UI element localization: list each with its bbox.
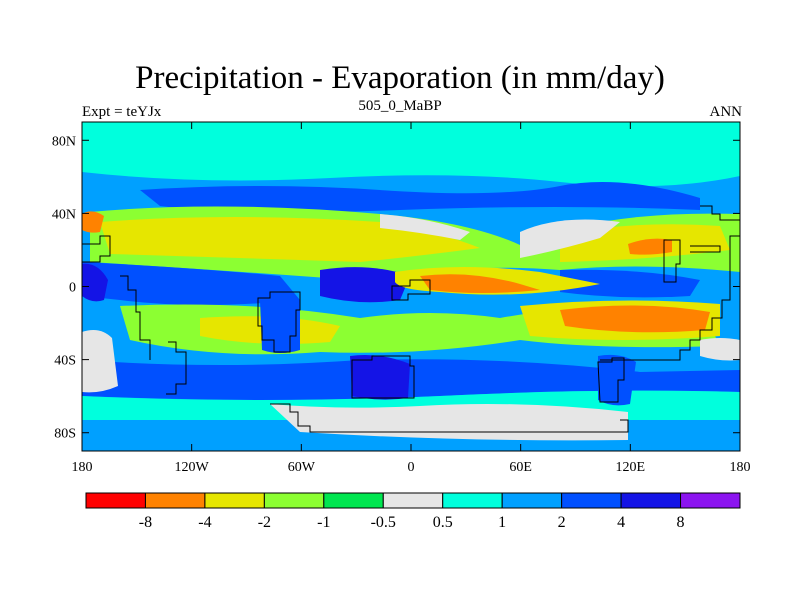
colorbar-swatch xyxy=(442,492,503,509)
colorbar-swatch xyxy=(620,492,682,509)
colorbar-label: 2 xyxy=(558,514,566,531)
colorbar-label: -1 xyxy=(317,514,330,531)
x-tick-label: 0 xyxy=(408,460,415,475)
indian-blue xyxy=(598,354,636,406)
x-tick-label: 60E xyxy=(509,460,532,475)
y-tick-label: 0 xyxy=(69,281,76,296)
colorbar-swatch xyxy=(680,492,741,509)
coast-antarctic xyxy=(270,403,629,433)
y-tick-label: 40S xyxy=(54,354,76,369)
north-midlat-cyan xyxy=(82,168,740,187)
colorbar-swatch xyxy=(85,492,146,509)
colorbar-swatch xyxy=(382,492,444,509)
colorbar-label: -0.5 xyxy=(371,514,396,531)
equator-wet-central xyxy=(320,267,410,303)
coast-east-island xyxy=(663,239,681,283)
north-land-gray-2 xyxy=(380,214,470,240)
x-tick-label: 180 xyxy=(730,460,751,475)
south-dry-orange-east xyxy=(560,305,710,333)
coast-equator-land xyxy=(391,279,431,301)
coast-east-right xyxy=(690,245,721,253)
coast-east-landmass xyxy=(600,235,740,361)
colorbar-swatch xyxy=(144,492,206,509)
season-label: ANN xyxy=(709,104,743,120)
equator-dry-orange xyxy=(420,274,540,293)
coast-south-america xyxy=(166,341,187,395)
field-layer xyxy=(82,122,740,451)
coastlines xyxy=(82,205,740,433)
equator-wet-far-west xyxy=(82,263,108,302)
coast-northeast xyxy=(700,205,740,221)
west-land-gray xyxy=(82,330,118,393)
north-storm-track xyxy=(140,182,700,213)
coast-west-pacific xyxy=(120,275,151,360)
south-storm-track xyxy=(82,359,740,400)
colorbar-label: -8 xyxy=(139,514,152,531)
y-tick-label: 40N xyxy=(52,207,76,222)
equator-wet-east xyxy=(560,269,700,298)
antarctica-gray xyxy=(270,404,628,441)
colorbar-swatch xyxy=(204,492,265,509)
arctic-band xyxy=(82,122,740,172)
colorbar-swatch xyxy=(263,492,325,509)
y-tick-label: 80S xyxy=(54,427,76,442)
coast-west-landmass xyxy=(82,235,111,263)
colorbar: -8 -4 -2 -1 -0.5 0.5 1 2 4 8 xyxy=(85,492,741,531)
coast-south-block xyxy=(351,355,415,399)
asia-dry-orange xyxy=(628,238,672,255)
west-orange xyxy=(82,211,104,233)
time-label: 505_0_MaBP xyxy=(358,98,442,114)
colorbar-label: -2 xyxy=(258,514,271,531)
colorbar-label: -4 xyxy=(198,514,211,531)
colorbar-swatch xyxy=(323,492,384,509)
plot-title: Precipitation - Evaporation (in mm/day) xyxy=(135,60,665,96)
colorbar-swatch xyxy=(561,492,622,509)
colorbar-label: 8 xyxy=(677,514,685,531)
colorbar-label: 1 xyxy=(498,514,506,531)
colorbar-label: 4 xyxy=(617,514,625,531)
coast-indian-block xyxy=(597,357,625,403)
experiment-label: Expt = teYJx xyxy=(82,104,162,120)
australia-land-gray xyxy=(700,338,740,361)
coast-central-land xyxy=(257,291,301,353)
south-atlantic-blue xyxy=(350,355,410,400)
axis-ticks: 180 120W 60W 0 60E 120E 180 80N 40N 0 40S 80S xyxy=(52,122,751,475)
central-land-gray xyxy=(260,297,300,353)
colorbar-swatch xyxy=(501,492,563,509)
x-tick-label: 120W xyxy=(175,460,210,475)
y-tick-label: 80N xyxy=(52,134,76,149)
x-tick-label: 60W xyxy=(288,460,316,475)
north-land-gray xyxy=(520,219,620,258)
x-tick-label: 180 xyxy=(72,460,93,475)
colorbar-label: 0.5 xyxy=(433,514,453,531)
x-tick-label: 120E xyxy=(616,460,646,475)
